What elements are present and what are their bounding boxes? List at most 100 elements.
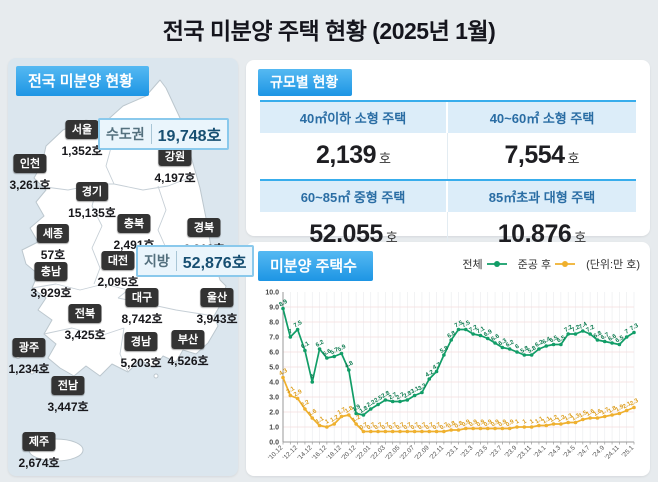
data-point: [456, 327, 461, 332]
data-label: 1.7: [600, 407, 611, 417]
data-point: [537, 423, 541, 428]
total-series-marker-icon: [486, 261, 507, 267]
data-point: [368, 429, 373, 434]
data-label: 1.2: [549, 414, 560, 424]
data-point: [434, 429, 439, 434]
unsold-count-chart-panel: 미분양 주택수 전체 준공 후 (단위:만 호) 0.0 1.0 2.0 3.0 4.0…: [246, 242, 650, 476]
map-region-label: 강원 4,197호: [154, 147, 196, 186]
svg-text:'14.12: '14.12: [296, 444, 314, 462]
data-label: 2.7: [388, 392, 399, 402]
region-name-tag: 경기: [75, 182, 109, 201]
region-name-tag: 부산: [171, 330, 205, 349]
data-label: 2.1: [622, 401, 633, 411]
size-header-cell: 85㎡초과 대형 주택: [488, 190, 596, 205]
data-point: [624, 408, 629, 413]
region-value: 15,135호: [68, 206, 116, 220]
national-unsold-map-panel: 전국 미분양 현황 수도권 19,748호 지방 52,876호 서울 1,352…: [8, 58, 255, 476]
data-point: [376, 402, 380, 407]
region-name-tag: 울산: [200, 288, 234, 307]
data-point: [339, 351, 344, 356]
data-label: 6.3: [498, 338, 509, 348]
data-point: [588, 416, 592, 420]
data-point: [478, 426, 483, 431]
data-point: [383, 429, 388, 434]
data-point: [573, 420, 578, 425]
map-region-label: 전북 3,425호: [64, 304, 106, 343]
data-point: [632, 405, 636, 410]
data-label: 1.1: [315, 416, 326, 426]
svg-text:'22.11: '22.11: [428, 444, 445, 461]
size-value: 7,554: [504, 141, 565, 169]
data-label: 1: [522, 418, 528, 425]
data-label: 6.5: [615, 335, 626, 345]
callout-label: 지방: [144, 251, 177, 271]
data-label: 6.7: [600, 332, 611, 342]
map-region-label: 세종 57호: [36, 224, 70, 263]
chart-panel-header: 미분양 주택수: [258, 251, 373, 281]
completed-series-marker-icon: [555, 261, 576, 267]
size-value: 2,139: [315, 141, 377, 169]
data-point: [347, 368, 351, 372]
region-name-tag: 강원: [158, 147, 192, 166]
svg-text:'22.05: '22.05: [384, 444, 402, 462]
map-region-label: 경남 5,203호: [120, 332, 162, 371]
data-point: [398, 399, 402, 404]
svg-text:'20.12: '20.12: [340, 444, 358, 462]
data-label: 7.5: [293, 320, 304, 330]
region-value: 3,929호: [30, 286, 72, 300]
data-point: [566, 332, 570, 336]
data-point: [325, 356, 329, 360]
region-name-tag: 충남: [34, 262, 68, 281]
data-point: [551, 422, 556, 426]
data-label: 6.2: [534, 339, 545, 349]
svg-text:1.0: 1.0: [269, 425, 279, 432]
map-region-label: 대전 2,095호: [97, 251, 139, 290]
region-value: 2,095호: [97, 275, 139, 289]
data-label: 1.3: [564, 413, 575, 423]
data-label: 4.2: [425, 369, 436, 379]
data-label: 3.1: [410, 386, 421, 396]
svg-text:'22.07: '22.07: [399, 444, 417, 462]
data-point: [559, 422, 563, 426]
data-label: 7.5: [454, 320, 465, 330]
data-label: 5.8: [527, 345, 538, 355]
region-name-tag: 전남: [51, 376, 85, 395]
data-point: [347, 413, 351, 417]
data-point: [485, 426, 490, 431]
data-point: [500, 426, 505, 431]
data-label: 1.9: [352, 404, 363, 414]
data-label: 5.9: [337, 344, 348, 354]
data-point: [295, 396, 300, 401]
data-point: [493, 426, 497, 431]
data-label: 1.2: [330, 414, 341, 424]
data-point: [361, 429, 366, 434]
data-label: 1.2: [556, 414, 567, 424]
region-name-tag: 광주: [12, 338, 46, 357]
svg-text:8.0: 8.0: [269, 320, 279, 327]
data-point: [515, 350, 519, 354]
data-point: [485, 336, 490, 341]
data-label: 3.1: [286, 386, 297, 396]
data-point: [529, 353, 534, 357]
data-label: 3.3: [417, 383, 428, 393]
data-label: 7.2: [586, 324, 597, 334]
data-label: 0.7: [366, 422, 377, 432]
data-point: [493, 341, 497, 345]
data-label: 0.7: [395, 422, 406, 432]
svg-text:'22.09: '22.09: [413, 444, 431, 462]
svg-text:5.0: 5.0: [269, 365, 279, 372]
data-label: 6.2: [315, 339, 326, 349]
data-label: 0.7: [432, 422, 443, 432]
data-label: 1.3: [571, 413, 582, 423]
data-label: 2.7: [395, 392, 406, 402]
data-label: 0.9: [469, 419, 480, 429]
data-label: 1.7: [337, 407, 348, 417]
size-unit: 호: [385, 230, 398, 245]
data-point: [383, 398, 388, 402]
region-value: 1,352호: [61, 144, 103, 158]
data-label: 2.5: [373, 395, 384, 405]
data-label: 0.9: [490, 419, 501, 429]
data-point: [507, 426, 512, 431]
data-label: 7.4: [578, 321, 589, 331]
data-label: 5.7: [330, 347, 341, 357]
